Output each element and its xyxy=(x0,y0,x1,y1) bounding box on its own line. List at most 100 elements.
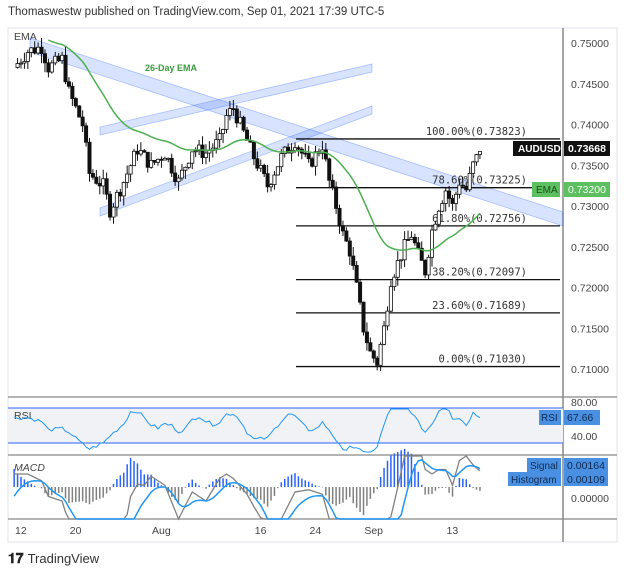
candle-body xyxy=(49,62,54,73)
candle xyxy=(299,146,304,160)
candle xyxy=(337,204,342,234)
candle-body xyxy=(183,166,188,171)
histogram-label: Histogram xyxy=(511,475,557,486)
time-tick-label: 20 xyxy=(70,525,82,537)
candle xyxy=(183,166,188,179)
candle-body xyxy=(323,149,328,160)
candle xyxy=(251,140,256,166)
rsi-value-bg xyxy=(564,410,600,425)
candle xyxy=(347,237,352,266)
candle xyxy=(378,342,383,372)
fib-level-label: 100.00%(0.73823) xyxy=(426,126,527,138)
candle xyxy=(46,58,51,78)
candle xyxy=(275,166,280,176)
candle xyxy=(385,306,390,331)
symbol-label-bg xyxy=(513,141,561,156)
descending-channel-band xyxy=(29,37,564,227)
price-tick-label: 0.75000 xyxy=(571,38,609,50)
candle xyxy=(29,47,34,58)
rsi-tick: 40.00 xyxy=(571,431,597,443)
candle xyxy=(395,251,400,286)
candle-body xyxy=(429,229,434,258)
candle-body xyxy=(176,177,181,183)
candle-body xyxy=(80,116,85,127)
signal-value: 0.00164 xyxy=(567,460,605,472)
candle xyxy=(217,127,222,148)
candle xyxy=(15,58,20,69)
price-tick-label: 0.71500 xyxy=(571,323,609,335)
candle-body xyxy=(42,53,47,64)
candle xyxy=(80,110,85,133)
candle xyxy=(121,181,126,206)
candle-body xyxy=(467,172,472,191)
candle xyxy=(104,172,109,200)
candle-body xyxy=(155,158,160,163)
time-tick-label: 13 xyxy=(447,525,459,537)
candle-body xyxy=(471,161,476,174)
candle xyxy=(42,49,47,73)
candle xyxy=(447,185,452,208)
tradingview-logo[interactable]: 𝟏𝟕 TradingView xyxy=(8,550,99,567)
candle xyxy=(84,122,89,147)
candle-body xyxy=(388,286,393,312)
time-tick-label: Aug xyxy=(152,525,171,537)
rsi-badge: RSI xyxy=(541,413,558,424)
macd-zero-tick: 0.00000 xyxy=(571,493,609,505)
candle xyxy=(327,157,332,188)
candle xyxy=(90,169,95,180)
candle xyxy=(382,321,387,346)
candle-body xyxy=(63,54,68,83)
candle xyxy=(279,149,284,173)
candle-body xyxy=(251,141,256,160)
candle-body xyxy=(138,150,143,155)
candle-body xyxy=(358,281,363,303)
candle-body xyxy=(70,85,75,99)
candle-body xyxy=(474,154,479,163)
candle-body xyxy=(36,46,41,54)
candle-body xyxy=(392,276,397,288)
macd-signal-line xyxy=(13,459,481,520)
candle-body xyxy=(354,265,359,283)
candle-body xyxy=(22,61,27,64)
candle xyxy=(392,274,397,291)
candle-body xyxy=(409,236,414,241)
candle xyxy=(368,337,373,352)
price-tick-label: 0.73000 xyxy=(571,201,609,213)
price-tick-label: 0.72500 xyxy=(571,242,609,254)
candle-body xyxy=(269,184,274,188)
candle xyxy=(255,151,260,172)
candle-body xyxy=(186,162,191,168)
candle xyxy=(471,160,476,178)
candle xyxy=(162,156,167,161)
candle xyxy=(443,187,448,212)
ema-value-label: 0.73200 xyxy=(568,184,606,196)
candle-body xyxy=(217,133,222,141)
candle-body xyxy=(241,116,246,131)
candle xyxy=(361,301,366,336)
candle-body xyxy=(142,150,147,153)
fib-level-label: 78.60%(0.73225) xyxy=(432,175,527,187)
candle xyxy=(258,159,263,173)
candle xyxy=(453,191,458,212)
candle-body xyxy=(416,242,421,249)
candle-body xyxy=(39,46,44,55)
candle xyxy=(265,164,270,193)
macd-value-bg xyxy=(564,458,608,486)
candle xyxy=(207,141,212,162)
time-tick-label: 16 xyxy=(255,525,267,537)
candle-body xyxy=(166,157,171,160)
candle xyxy=(344,227,349,242)
candle-body xyxy=(368,342,373,352)
candle xyxy=(409,231,414,241)
candle-body xyxy=(169,157,174,174)
candle-body xyxy=(162,157,167,161)
candle xyxy=(272,171,277,190)
candle-body xyxy=(234,108,239,124)
candle-body xyxy=(460,184,465,187)
candle-body xyxy=(77,105,82,118)
candle-body xyxy=(190,151,195,164)
price-tick-label: 0.74000 xyxy=(571,120,609,132)
candle xyxy=(135,144,140,161)
candle-body xyxy=(361,301,366,333)
